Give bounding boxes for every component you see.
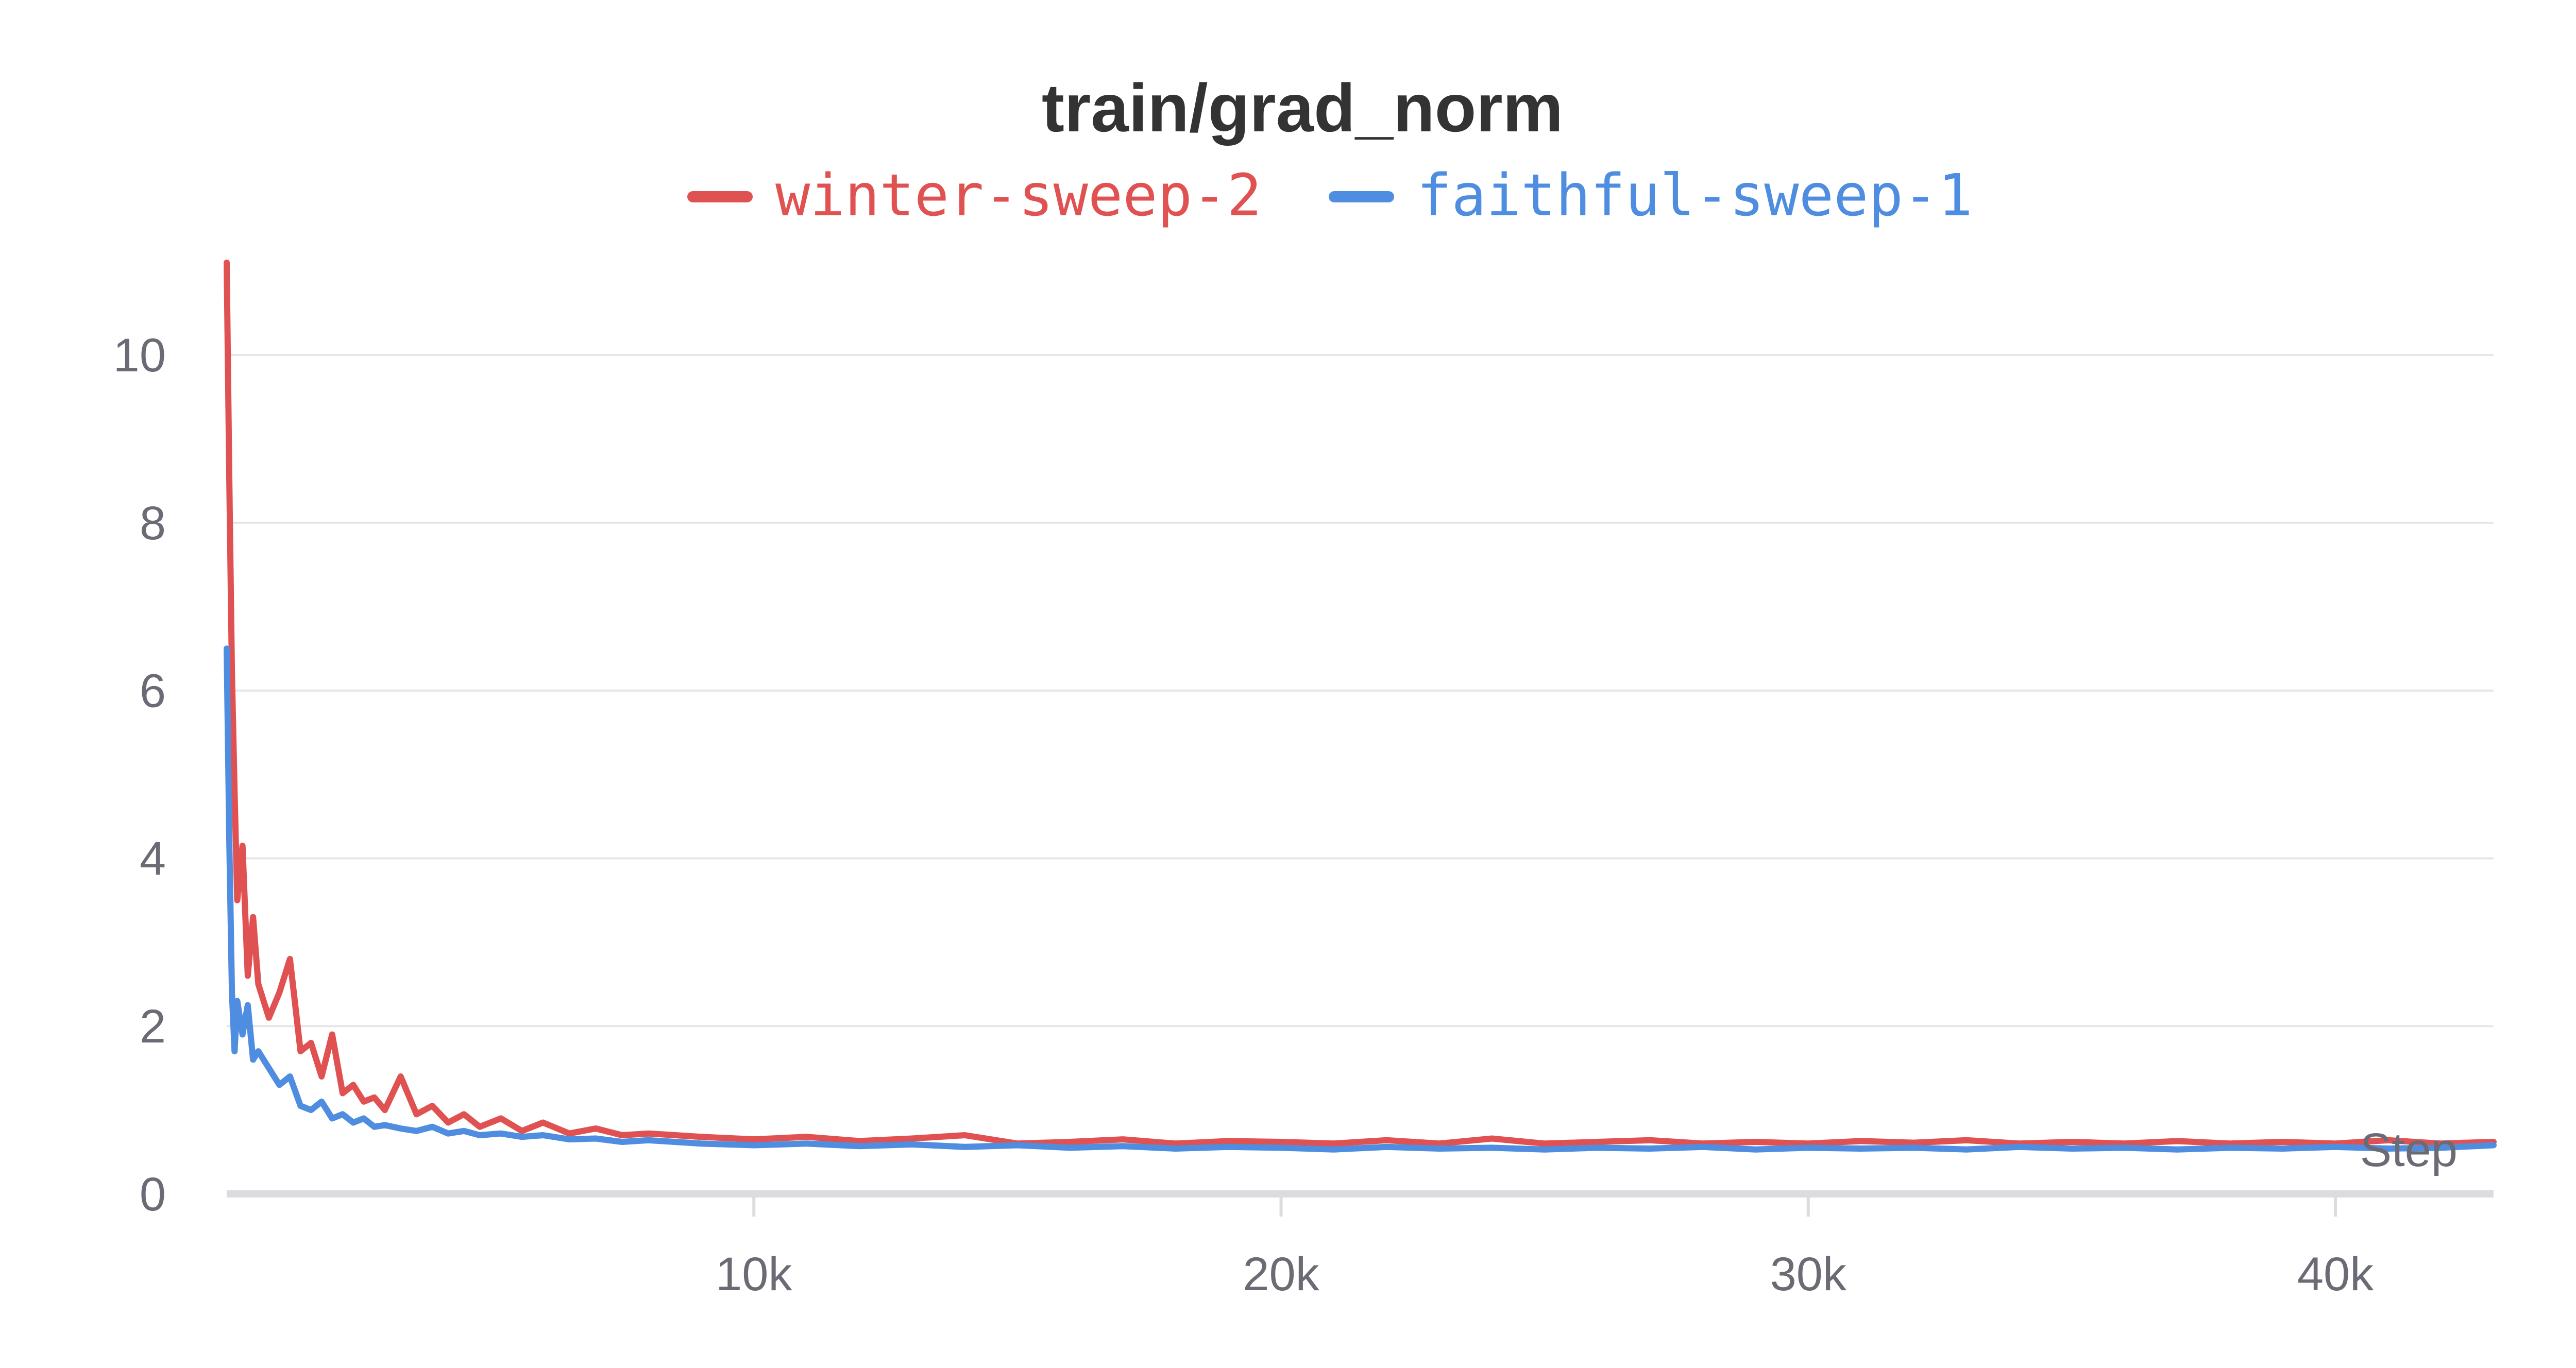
legend-label: winter-sweep-2 (775, 162, 1262, 229)
y-tick-label: 0 (140, 1168, 166, 1221)
chart-title: train/grad_norm (1042, 70, 1563, 146)
y-tick-label: 2 (140, 1000, 166, 1053)
y-tick-label: 10 (113, 329, 166, 382)
x-axis-ticks: 10k 20k 30k 40k (716, 1194, 2374, 1301)
y-tick-label: 8 (140, 497, 166, 550)
legend-label: faithful-sweep-1 (1417, 162, 1973, 229)
x-tick-label: 40k (2297, 1248, 2374, 1301)
x-tick-label: 10k (716, 1248, 792, 1301)
x-axis-label: Step (2360, 1124, 2458, 1176)
series-lines (224, 260, 2497, 1153)
x-tick-label: 20k (1243, 1248, 1319, 1301)
grid-lines (227, 354, 2494, 1028)
y-axis-ticks: 0 2 4 6 8 10 (113, 329, 166, 1221)
x-tick-label: 30k (1770, 1248, 1847, 1301)
series-line-faithful-sweep-1 (224, 645, 2497, 1153)
series-line-winter-sweep-2 (224, 260, 2497, 1147)
legend: winter-sweep-2 faithful-sweep-1 (687, 162, 1973, 229)
y-tick-label: 6 (140, 665, 166, 717)
y-tick-label: 4 (140, 832, 166, 885)
